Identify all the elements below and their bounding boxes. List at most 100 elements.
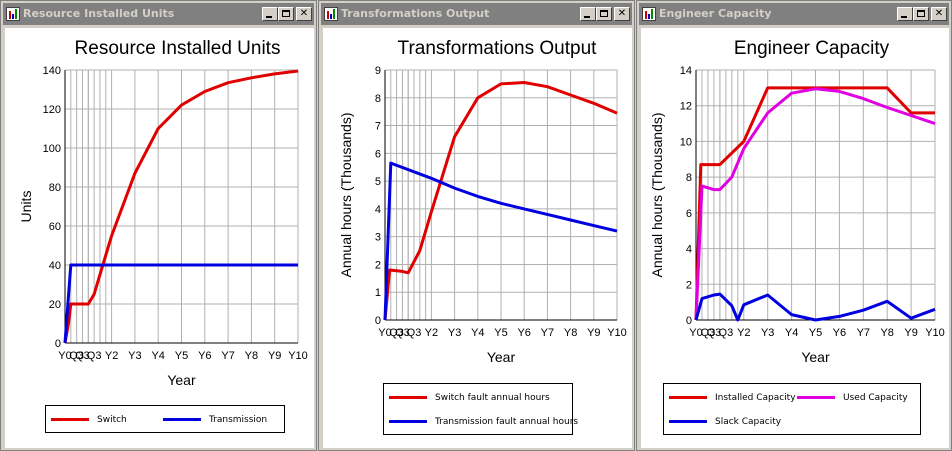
legend-item: Slack Capacity: [669, 416, 781, 428]
maximize-icon: [282, 10, 290, 17]
line-chart: Resource Installed Units 0 20 40 60 80 100 120 1…: [18, 38, 308, 388]
series-line: [63, 263, 298, 344]
chart-legend: Switch Transmission: [45, 405, 285, 433]
x-tick-label: Y0: [378, 327, 391, 339]
legend-swatch: [51, 418, 89, 421]
y-tick-label: 14: [680, 65, 692, 77]
x-tick-label: Y5: [809, 327, 822, 339]
chart-panel: Transformations Output 0 1 2 3 4 5 6 7 8 9 Y0 Q3 Q3 Q3…: [323, 28, 632, 448]
x-tick-label: Y8: [880, 327, 893, 339]
chart-title: Engineer Capacity: [734, 38, 890, 59]
legend-item: Used Capacity: [797, 392, 908, 404]
maximize-button[interactable]: [596, 7, 612, 21]
maximize-button[interactable]: [913, 7, 929, 21]
x-axis-label: Year: [487, 349, 516, 365]
legend-swatch: [163, 418, 201, 421]
y-tick-label: 8: [686, 172, 692, 184]
window-title: Engineer Capacity: [659, 7, 772, 20]
close-icon: ✕: [299, 8, 309, 19]
y-tick-label: 0: [55, 338, 61, 350]
window-title-bar[interactable]: Engineer Capacity ✕: [639, 3, 949, 25]
x-tick-label: Y10: [607, 327, 627, 339]
x-tick-label: Q3: [395, 327, 410, 339]
series-line: [383, 81, 618, 321]
close-icon: ✕: [617, 8, 627, 19]
y-tick-label: 4: [686, 244, 692, 256]
chart-app-icon[interactable]: [642, 7, 656, 21]
x-tick-label: Q3: [701, 327, 716, 339]
chart-title: Transformations Output: [398, 38, 598, 59]
close-button[interactable]: ✕: [296, 7, 312, 21]
x-tick-label: Y3: [128, 350, 141, 362]
y-tick-label: 120: [43, 104, 61, 116]
chart-app-icon[interactable]: [6, 7, 20, 21]
chart-panel: Engineer Capacity 0 2 4 6 8 10 12 14 Y0 Q3 Q3 Q3 Y2 Y3…: [641, 28, 949, 448]
x-axis-label: Year: [801, 349, 830, 365]
y-tick-label: 60: [49, 221, 61, 233]
y-tick-label: 9: [375, 65, 381, 77]
minimize-button[interactable]: [580, 7, 596, 21]
y-tick-label: 2: [375, 259, 381, 271]
close-button[interactable]: ✕: [931, 7, 947, 21]
y-axis-label: Annual hours (Thousands): [338, 113, 354, 278]
x-axis-label: Year: [167, 372, 196, 388]
x-tick-label: Q3: [707, 327, 722, 339]
x-tick-label: Q3: [87, 350, 102, 362]
x-tick-label: Y5: [494, 327, 507, 339]
minimize-button[interactable]: [262, 7, 278, 21]
legend-item: Switch: [51, 414, 127, 426]
chart-app-icon[interactable]: [324, 7, 338, 21]
window-title: Transformations Output: [341, 7, 490, 20]
series-line: [383, 161, 618, 321]
y-tick-label: 0: [686, 315, 692, 327]
x-tick-label: Y3: [448, 327, 461, 339]
legend-item: Transmission fault annual hours: [389, 416, 578, 428]
legend-label: Transmission fault annual hours: [435, 417, 579, 427]
window-title-bar[interactable]: Resource Installed Units ✕: [3, 3, 314, 25]
chart-window-transformations-output: Transformations Output ✕ Transformations…: [318, 0, 635, 451]
x-tick-label: Y8: [245, 350, 258, 362]
y-tick-label: 80: [49, 182, 61, 194]
series-line: [694, 87, 936, 321]
x-tick-label: Y6: [517, 327, 530, 339]
minimize-icon: [901, 16, 907, 18]
x-tick-label: Y10: [925, 327, 945, 339]
y-tick-label: 20: [49, 299, 61, 311]
x-tick-label: Y2: [425, 327, 438, 339]
y-tick-label: 100: [43, 143, 61, 155]
y-tick-label: 6: [375, 148, 381, 160]
minimize-button[interactable]: [897, 7, 913, 21]
x-tick-label: Y7: [857, 327, 870, 339]
x-tick-label: Y4: [471, 327, 484, 339]
x-tick-label: Q3: [69, 350, 84, 362]
close-button[interactable]: ✕: [614, 7, 630, 21]
x-tick-label: Q3: [407, 327, 422, 339]
legend-label: Switch: [97, 415, 127, 425]
x-tick-label: Y0: [58, 350, 71, 362]
x-tick-label: Y5: [175, 350, 188, 362]
legend-item: Installed Capacity: [669, 392, 796, 404]
series-line: [694, 86, 935, 321]
y-tick-label: 7: [375, 121, 381, 133]
series-line: [694, 292, 936, 322]
x-tick-label: Y4: [785, 327, 798, 339]
legend-label: Slack Capacity: [715, 417, 782, 427]
legend-swatch: [797, 396, 835, 399]
chart-title: Resource Installed Units: [75, 38, 281, 59]
x-tick-label: Y8: [564, 327, 577, 339]
x-tick-label: Y0: [689, 327, 702, 339]
minimize-icon: [584, 16, 590, 18]
maximize-icon: [600, 10, 608, 17]
chart-window-resource-installed-units: Resource Installed Units ✕ Resource Inst…: [0, 0, 317, 451]
x-tick-label: Q3: [75, 350, 90, 362]
y-axis-label: Annual hours (Thousands): [649, 113, 665, 278]
y-tick-label: 2: [686, 279, 692, 291]
y-tick-label: 3: [375, 232, 381, 244]
y-tick-label: 1: [375, 287, 381, 299]
legend-label: Used Capacity: [843, 393, 908, 403]
y-tick-label: 140: [43, 65, 61, 77]
maximize-button[interactable]: [278, 7, 294, 21]
window-title-bar[interactable]: Transformations Output ✕: [321, 3, 632, 25]
y-tick-label: 0: [375, 315, 381, 327]
